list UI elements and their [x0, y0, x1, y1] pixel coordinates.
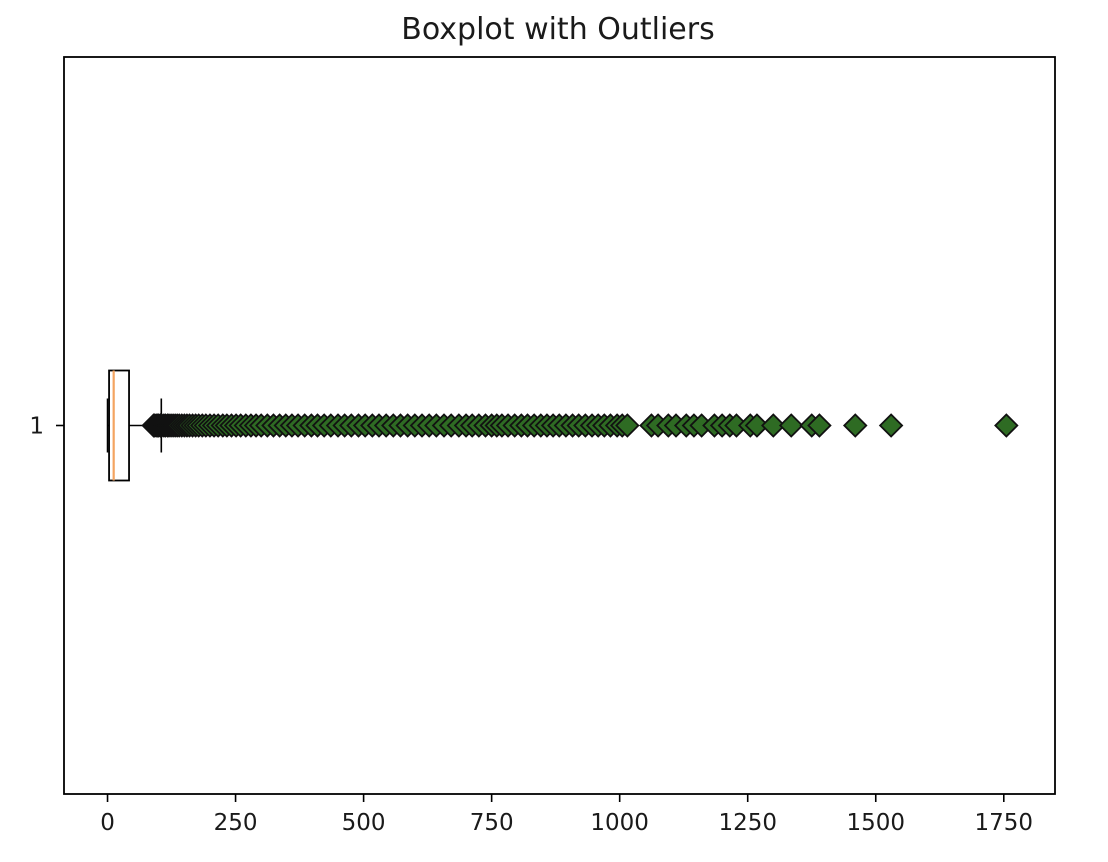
x-tick-label: 1750 — [975, 810, 1034, 836]
x-tick-label: 750 — [470, 810, 514, 836]
x-tick-label: 1000 — [590, 810, 649, 836]
x-tick-label: 1500 — [846, 810, 905, 836]
outlier-point — [778, 413, 804, 438]
outlier-point — [878, 413, 904, 438]
x-tick-label: 0 — [100, 810, 115, 836]
outlier-point — [994, 413, 1019, 438]
x-tick-label: 1250 — [718, 810, 777, 836]
x-tick-label: 250 — [214, 810, 258, 836]
iqr-box — [108, 369, 130, 482]
outlier-point — [744, 413, 770, 438]
y-tick-label: 1 — [29, 414, 44, 440]
x-axis: 0 250 500 750 1000 1250 1500 1750 — [100, 794, 1033, 836]
outlier-group — [141, 413, 1019, 438]
outlier-point — [615, 413, 640, 438]
outlier-point — [807, 413, 832, 438]
outlier-point — [842, 413, 868, 438]
y-axis: 1 — [29, 414, 64, 440]
chart-title: Boxplot with Outliers — [401, 12, 714, 47]
x-tick-label: 500 — [342, 810, 386, 836]
outlier-point — [761, 413, 786, 438]
